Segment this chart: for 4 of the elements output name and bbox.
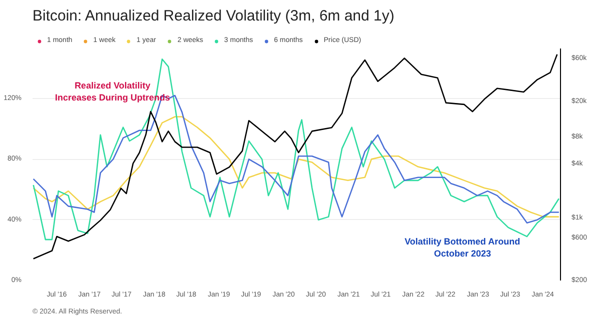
annotation: Volatility Bottomed Around October 2023 [404,236,520,258]
chart-title: Bitcoin: Annualized Realized Volatility (3m, 6m and 1y) [32,8,394,24]
line-series [32,94,560,224]
line-series [32,116,560,218]
